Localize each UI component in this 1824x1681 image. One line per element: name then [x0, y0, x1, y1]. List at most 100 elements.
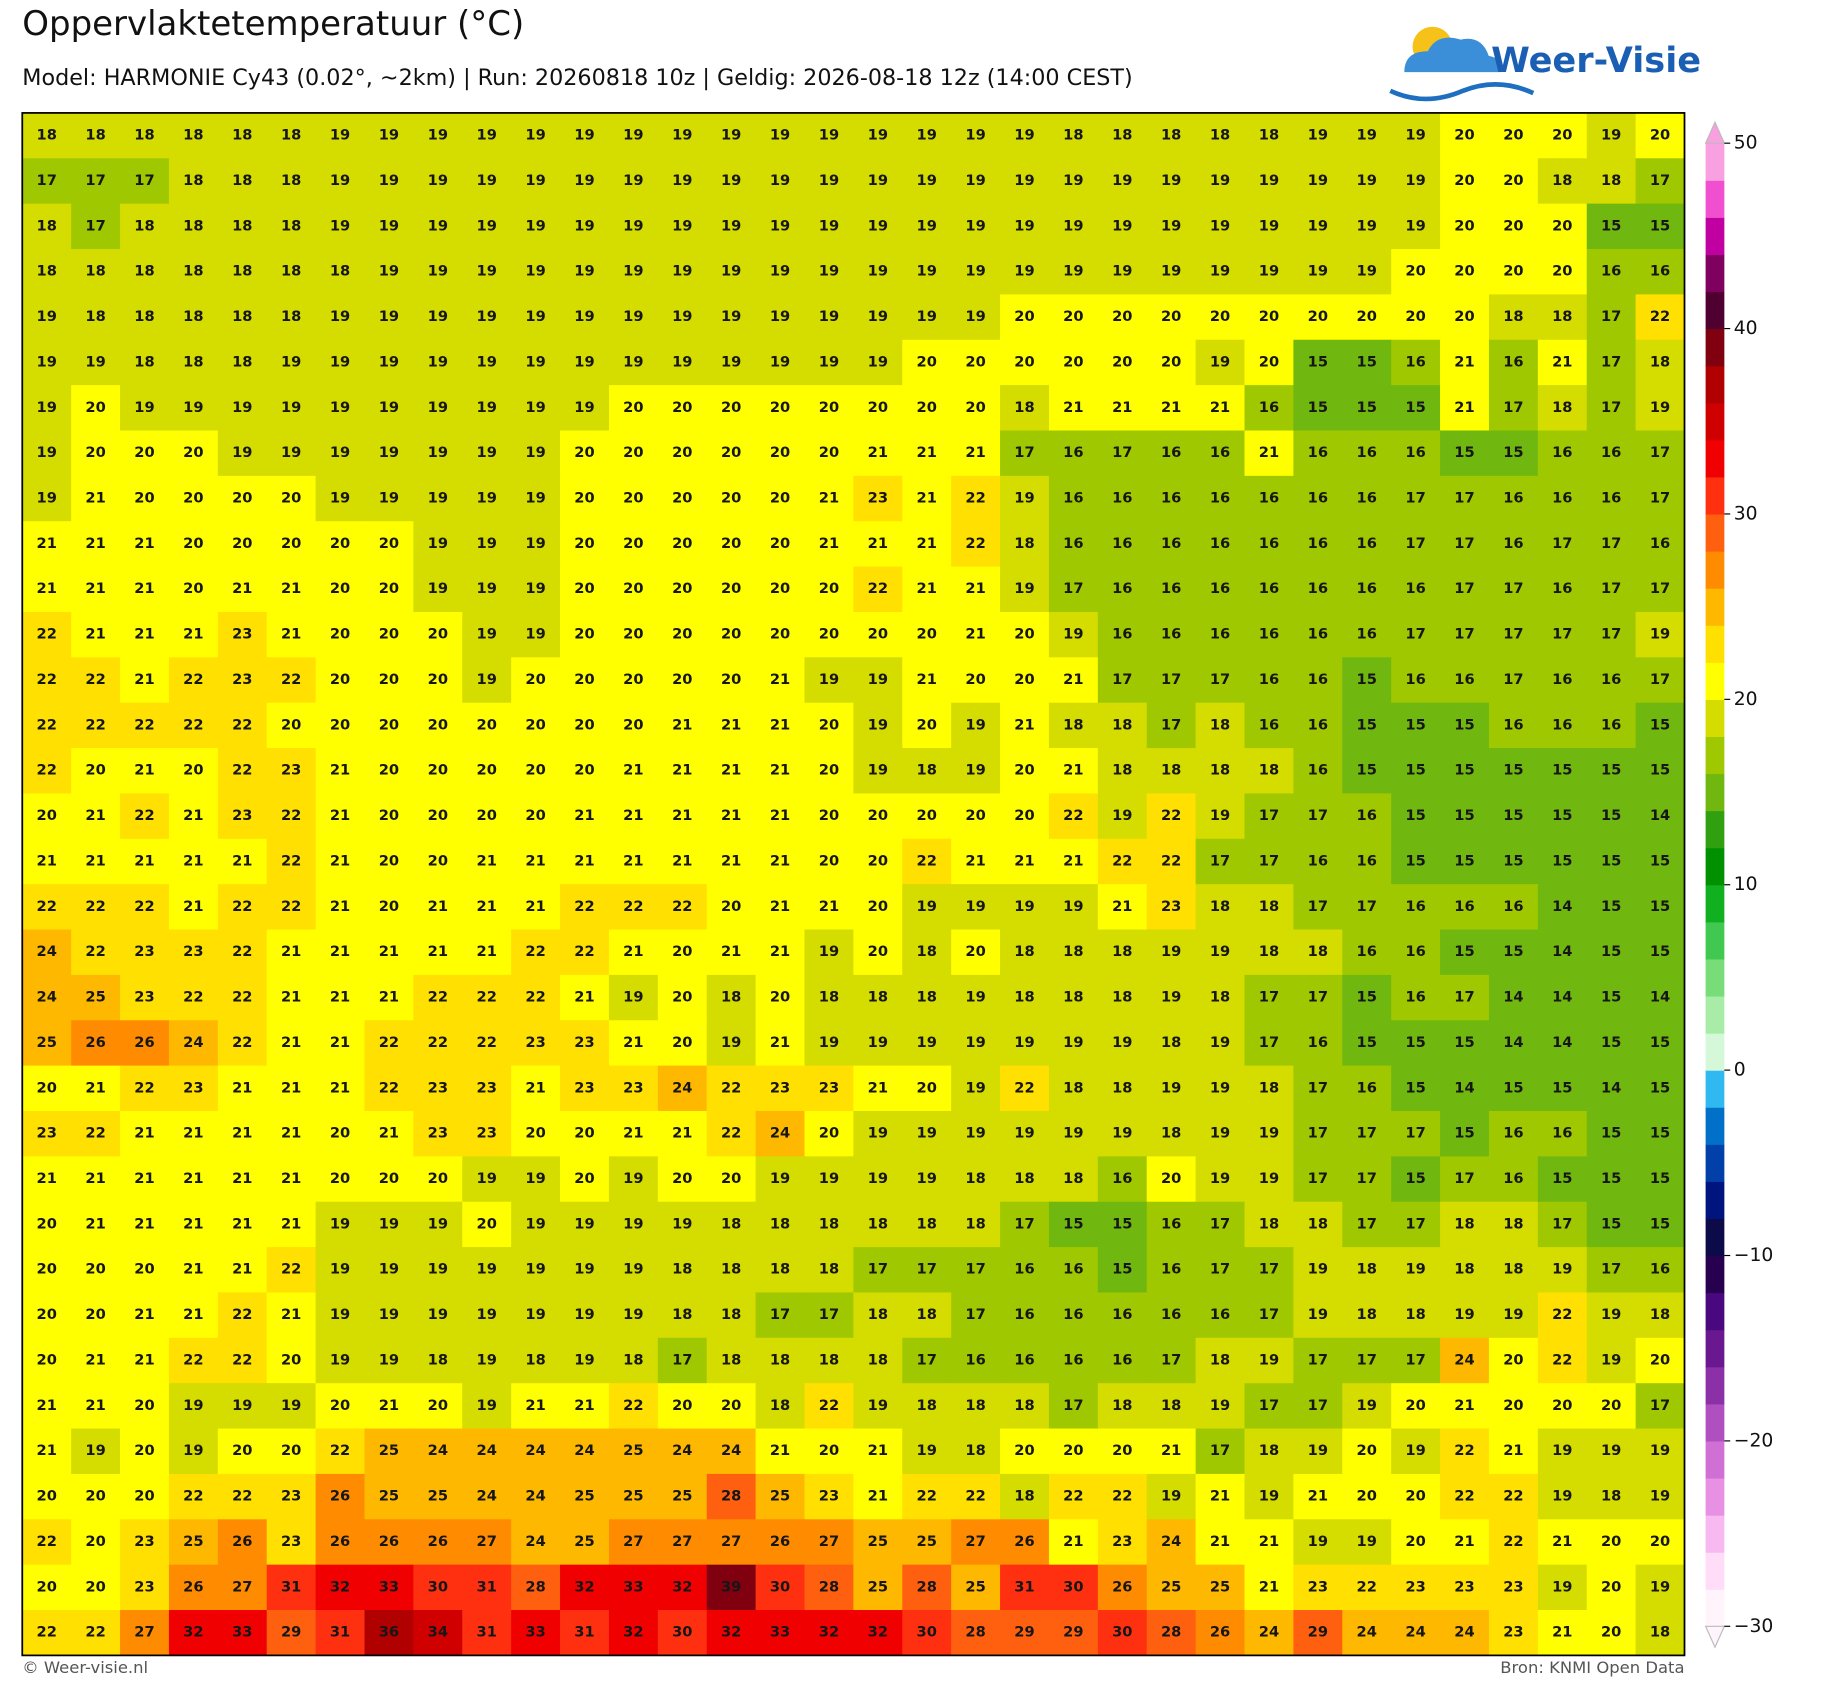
- temperature-cell: [560, 611, 610, 658]
- temperature-cell: [1244, 339, 1294, 386]
- temperature-cell: [706, 1428, 757, 1475]
- temperature-cell: [1586, 475, 1637, 522]
- temperature-cell: [71, 657, 121, 704]
- temperature-cell: [120, 884, 170, 931]
- temperature-cell: [1097, 1020, 1148, 1067]
- temperature-cell: [315, 1610, 366, 1656]
- colorbar-band: [1705, 699, 1725, 738]
- temperature-label: 19: [477, 1170, 497, 1187]
- temperature-cell: [1048, 1519, 1099, 1566]
- temperature-cell: [22, 566, 72, 613]
- temperature-label: 17: [672, 1352, 692, 1369]
- temperature-cell: [755, 521, 806, 568]
- temperature-cell: [168, 112, 219, 159]
- temperature-label: 18: [721, 1261, 741, 1278]
- temperature-cell: [1537, 611, 1588, 658]
- temperature-label: 24: [1405, 1624, 1425, 1641]
- temperature-label: 18: [1063, 127, 1083, 144]
- temperature-label: 18: [1112, 716, 1132, 733]
- temperature-cell: [413, 1428, 463, 1475]
- temperature-label: 17: [1601, 580, 1621, 597]
- temperature-label: 16: [1014, 1306, 1034, 1323]
- colorbar-tick-label: −10: [1734, 1245, 1774, 1266]
- temperature-label: 19: [1259, 1125, 1279, 1142]
- temperature-cell: [1146, 475, 1197, 522]
- temperature-label: 21: [477, 853, 497, 870]
- temperature-label: 19: [623, 1306, 643, 1323]
- temperature-cell: [413, 475, 463, 522]
- temperature-cell: [364, 974, 414, 1021]
- temperature-cell: [364, 430, 414, 477]
- temperature-label: 20: [868, 853, 888, 870]
- temperature-label: 17: [1454, 535, 1474, 552]
- temperature-cell: [902, 1337, 952, 1384]
- logo-cloud: [1404, 37, 1501, 73]
- temperature-cell: [560, 203, 610, 250]
- temperature-cell: [1195, 748, 1246, 795]
- temperature-label: 19: [1454, 1306, 1474, 1323]
- temperature-label: 19: [428, 399, 448, 416]
- temperature-cell: [902, 385, 952, 432]
- temperature-cell: [1146, 158, 1197, 205]
- temperature-label: 32: [330, 1578, 350, 1595]
- temperature-label: 18: [1112, 1397, 1132, 1414]
- temperature-cell: [902, 1110, 952, 1157]
- temperature-cell: [168, 294, 219, 341]
- temperature-label: 21: [134, 671, 154, 688]
- temperature-label: 16: [1357, 535, 1377, 552]
- temperature-cell: [1440, 1201, 1490, 1248]
- temperature-label: 21: [134, 1170, 154, 1187]
- temperature-label: 17: [1308, 1079, 1328, 1096]
- temperature-label: 19: [1112, 1125, 1132, 1142]
- temperature-label: 19: [525, 1306, 545, 1323]
- temperature-label: 16: [1357, 490, 1377, 507]
- temperature-label: 21: [770, 898, 790, 915]
- temperature-label: 16: [1308, 716, 1328, 733]
- temperature-cell: [462, 1247, 512, 1294]
- temperature-label: 19: [428, 353, 448, 370]
- temperature-cell: [217, 929, 268, 976]
- temperature-cell: [1440, 203, 1490, 250]
- temperature-label: 18: [1259, 1442, 1279, 1459]
- temperature-label: 24: [477, 1442, 497, 1459]
- temperature-cell: [315, 884, 366, 931]
- temperature-cell: [1635, 1610, 1686, 1656]
- temperature-label: 18: [1357, 1306, 1377, 1323]
- temperature-cell: [315, 385, 366, 432]
- temperature-cell: [1440, 657, 1490, 704]
- colorbar-band: [1705, 476, 1725, 515]
- temperature-label: 15: [1650, 1215, 1670, 1232]
- temperature-cell: [1537, 1201, 1588, 1248]
- temperature-label: 19: [917, 1125, 937, 1142]
- temperature-label: 33: [770, 1624, 790, 1641]
- temperature-label: 16: [1454, 898, 1474, 915]
- temperature-label: 24: [721, 1442, 741, 1459]
- temperature-cell: [1244, 1428, 1294, 1475]
- temperature-label: 20: [721, 444, 741, 461]
- temperature-label: 18: [1112, 943, 1132, 960]
- temperature-label: 21: [330, 1079, 350, 1096]
- temperature-cell: [462, 1428, 512, 1475]
- temperature-cell: [217, 748, 268, 795]
- temperature-label: 20: [1014, 353, 1034, 370]
- temperature-cell: [413, 249, 463, 295]
- temperature-label: 19: [1063, 217, 1083, 234]
- temperature-cell: [511, 1473, 561, 1520]
- temperature-label: 21: [183, 898, 203, 915]
- temperature-label: 19: [477, 490, 497, 507]
- temperature-cell: [511, 1020, 561, 1067]
- temperature-label: 20: [672, 444, 692, 461]
- temperature-label: 15: [1405, 1034, 1425, 1051]
- temperature-label: 17: [1650, 444, 1670, 461]
- temperature-label: 18: [1357, 1261, 1377, 1278]
- temperature-cell: [1342, 1564, 1392, 1611]
- temperature-cell: [804, 1383, 854, 1430]
- temperature-label: 15: [1357, 716, 1377, 733]
- temperature-label: 15: [1503, 943, 1523, 960]
- temperature-cell: [315, 1428, 366, 1475]
- temperature-cell: [951, 249, 1001, 295]
- temperature-cell: [755, 158, 806, 205]
- temperature-cell: [1635, 1383, 1686, 1430]
- temperature-cell: [1537, 1156, 1588, 1203]
- temperature-label: 18: [1503, 1261, 1523, 1278]
